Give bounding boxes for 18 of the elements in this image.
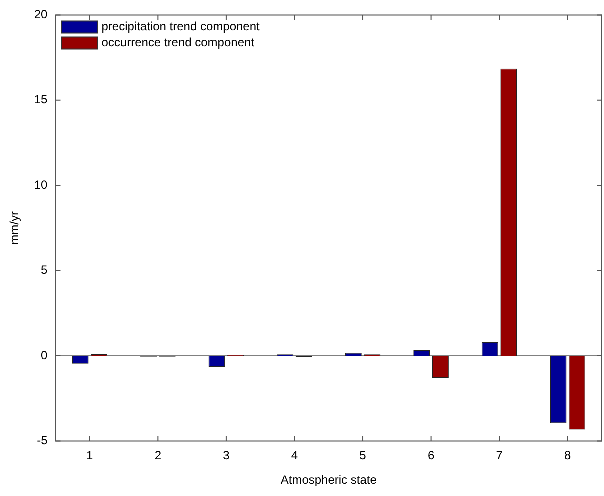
x-tick-label: 4 [291, 448, 298, 463]
y-tick-label: 20 [34, 8, 48, 22]
x-tick-label: 7 [496, 448, 504, 463]
legend-label: precipitation trend component [102, 20, 261, 34]
x-tick-label: 2 [154, 448, 162, 463]
legend-label: occurrence trend component [102, 36, 256, 50]
y-tick-label: 5 [41, 263, 48, 278]
y-axis-title: mm/yr [8, 212, 22, 245]
x-tick-label: 8 [564, 448, 572, 463]
y-tick-label: 10 [34, 178, 48, 192]
x-tick-label: 6 [428, 448, 435, 463]
x-tick-label: 5 [360, 448, 367, 463]
x-tick-label: 3 [223, 448, 230, 463]
y-tick-label: -5 [37, 434, 48, 448]
y-tick-label: 15 [34, 92, 48, 107]
x-axis-title: Atmospheric state [280, 473, 378, 488]
x-tick-label: 1 [86, 448, 94, 463]
y-tick-label: 0 [41, 348, 48, 362]
